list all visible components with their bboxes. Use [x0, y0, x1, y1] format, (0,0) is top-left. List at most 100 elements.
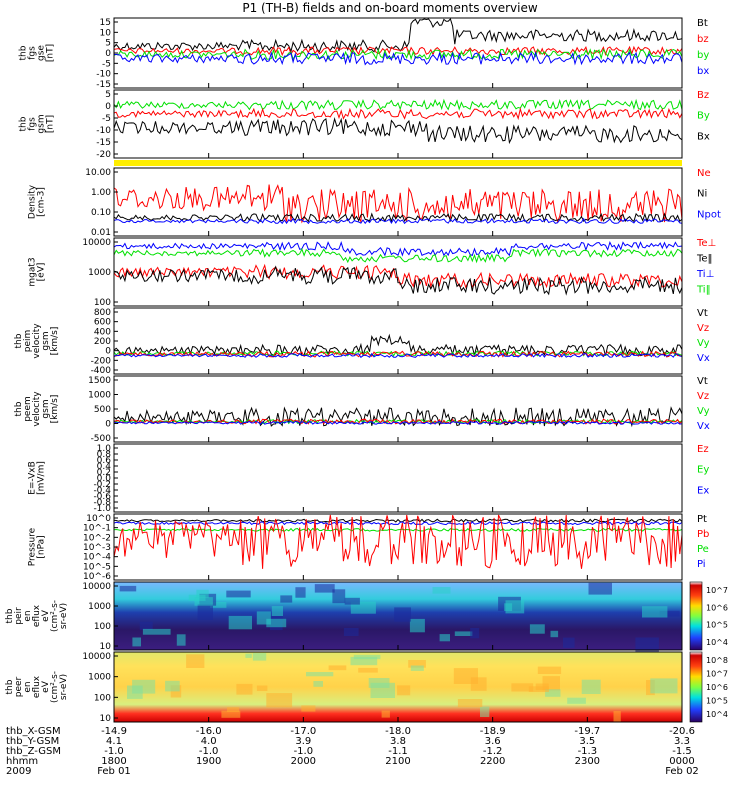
ylabel-line: peir	[14, 607, 24, 625]
ytick-label: -20	[96, 150, 111, 160]
spectrogram-cell	[370, 682, 395, 698]
ytick-label: 600	[94, 318, 111, 328]
spectrogram-cell	[650, 678, 678, 694]
ytick-label: 10^0	[86, 514, 111, 524]
footer-hhmm: 2100	[385, 756, 410, 767]
spectrogram-cell	[432, 587, 451, 594]
ylabel-line: E=-VxB	[28, 461, 38, 495]
ytick-label: -10	[96, 70, 111, 80]
ytick-label: -10	[96, 126, 111, 136]
ylabel-line: gsm	[41, 399, 51, 418]
spectrogram-cell	[439, 634, 450, 642]
spectrogram-cell	[659, 610, 680, 617]
ytick-label: 10^-1	[83, 524, 111, 534]
footer-z: -1.2	[483, 746, 503, 757]
legend-Ti‖: Ti‖	[696, 285, 711, 296]
footer-row-label: hhmm	[6, 756, 38, 767]
ylabel-line: sr-eV)	[59, 674, 69, 700]
legend-Vz: Vz	[697, 323, 709, 334]
ytick-label: -1.0	[93, 504, 111, 514]
ytick-label: -0.6	[93, 492, 111, 502]
colorbar-tick: 10^4	[706, 638, 728, 647]
series-line	[113, 265, 683, 296]
ytick-label: 10	[100, 642, 112, 652]
ytick-label: 10^-3	[83, 543, 111, 553]
footer-x: -20.6	[669, 726, 695, 737]
spectrogram-cell	[581, 679, 601, 694]
spectrogram-cell	[408, 660, 426, 668]
footer-x: -17.0	[290, 726, 316, 737]
spectrogram-cell	[332, 589, 346, 604]
ytick-label: 10	[100, 28, 112, 38]
spectrogram-cell	[295, 587, 306, 598]
ylabel-line: [mV/m]	[37, 461, 47, 495]
ylabel-pressure: Pressure [nPa]	[28, 527, 47, 566]
series-line	[113, 48, 683, 61]
legend-Pe: Pe	[697, 544, 709, 555]
spectrogram-cell	[381, 710, 390, 718]
ylabel-line: eV	[41, 680, 51, 693]
spectrogram-cell	[127, 685, 143, 699]
ylabel-line: fgs	[28, 46, 38, 60]
ytick-label: 0	[105, 347, 111, 357]
ylabel-line: fgs	[28, 117, 38, 131]
legend-by: by	[697, 50, 709, 61]
ylabel-line: en	[23, 610, 33, 621]
ylabel-temperature: mgat3 [eV]	[28, 257, 47, 286]
footer-hhmm: 1800	[101, 756, 126, 767]
ylabel-peir_eflux: thb peir en eflux eV (cm²-s-sr-eV)	[5, 600, 69, 632]
ytick-label: 5	[105, 39, 111, 49]
spectrogram-cell	[528, 686, 549, 692]
series-line	[113, 518, 683, 523]
series-line	[113, 521, 683, 526]
ylabel-line: (cm²-s-	[50, 671, 60, 703]
spectrogram-cell	[252, 653, 267, 661]
ytick-label: -0.4	[93, 486, 111, 496]
ytick-label: 1.0	[97, 444, 112, 454]
panel-pressure: Pressure [nPa]10^010^-110^-210^-310^-410^…	[28, 513, 709, 582]
footer-z: -1.3	[578, 746, 598, 757]
ytick-label: 10^-2	[83, 533, 111, 543]
ylabel-line: (cm²-s-	[50, 600, 60, 632]
series-line	[113, 212, 683, 224]
legend-bx: bx	[697, 66, 709, 77]
footer-hhmm: 2000	[291, 756, 316, 767]
ylabel-line: [eV]	[37, 263, 47, 282]
ytick-label: 10000	[82, 238, 111, 248]
spectrogram-cell	[119, 585, 137, 592]
spectrogram-cell	[228, 615, 252, 630]
legend-Ne: Ne	[697, 168, 711, 179]
ytick-label: 1.00	[91, 188, 111, 198]
series-line	[113, 420, 683, 425]
spectrogram-cell	[256, 685, 268, 691]
ytick-label: 10000	[82, 582, 111, 592]
ytick-label: 10.00	[85, 168, 111, 178]
footer-z: -1.0	[199, 746, 219, 757]
spectrogram-cell	[245, 653, 252, 658]
footer-hhmm: 0000	[669, 756, 694, 767]
ylabel-line: peim	[23, 330, 33, 353]
spectrogram-cell	[505, 600, 525, 614]
ylabel-peim_velocity: thb peim velocity gsm [km/s]	[14, 323, 60, 359]
ytick-label: -5	[102, 59, 111, 69]
ylabel-line: [nT]	[46, 115, 56, 133]
spectrogram-cell	[280, 595, 293, 603]
spectrogram-cell	[344, 597, 360, 605]
ylabel-line: Pressure	[28, 527, 38, 566]
ylabel-line: [km/s]	[50, 327, 60, 356]
ytick-label: -200	[91, 356, 112, 366]
footer-x: -18.0	[385, 726, 411, 737]
spectrogram-cell	[132, 637, 141, 647]
panel-density: Density [cm-3] 10.00 1.00 0.10 0.01 Ne Ni Npot	[28, 167, 721, 238]
series-line	[113, 18, 683, 53]
spectrogram-cell	[567, 697, 586, 704]
ytick-label: 0.2	[97, 468, 111, 478]
series-line	[113, 406, 683, 428]
footer-z: -1.0	[104, 746, 124, 757]
ytick-label: 0	[105, 49, 111, 59]
plot-area	[114, 238, 682, 306]
spectrogram-cell	[221, 710, 241, 718]
panel-fgs_gsm: thb fgs gsm [nT] 5 0 -5 -10 -15 -20 Bz By Bx	[19, 89, 710, 160]
ytick-label: -0.8	[93, 498, 111, 508]
ytick-label: 0.10	[91, 208, 111, 218]
